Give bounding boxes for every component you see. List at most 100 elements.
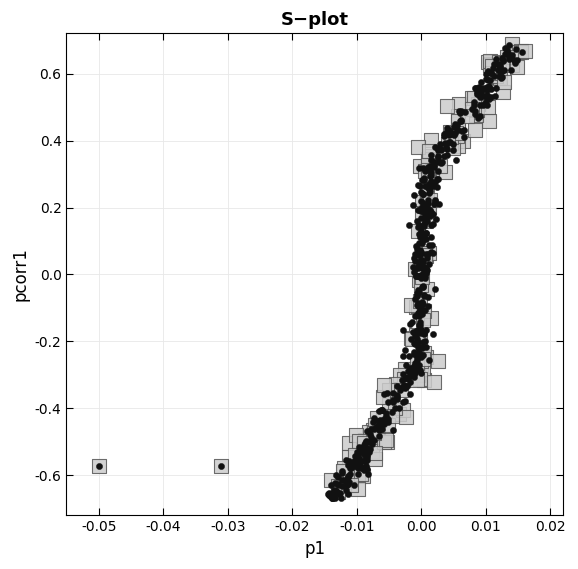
Point: [416, 356, 425, 365]
Point: [365, 444, 374, 453]
Point: [433, 146, 442, 155]
Point: [325, 489, 334, 498]
Point: [343, 460, 353, 469]
Point: [504, 52, 513, 61]
Point: [439, 152, 448, 161]
Point: [413, 370, 422, 379]
Point: [342, 478, 351, 487]
Point: [473, 89, 483, 98]
Point: [494, 72, 503, 81]
Point: [444, 125, 454, 134]
Point: [417, 280, 426, 289]
Point: [418, 281, 427, 290]
Point: [369, 429, 378, 438]
Point: [425, 183, 435, 192]
Point: [494, 60, 503, 69]
Point: [366, 432, 375, 441]
Point: [335, 489, 344, 498]
Point: [429, 163, 439, 172]
Point: [401, 346, 410, 355]
Point: [430, 143, 439, 152]
Point: [425, 163, 435, 172]
Point: [479, 83, 488, 92]
Point: [434, 158, 443, 167]
Point: [445, 127, 454, 136]
Point: [417, 273, 427, 282]
Point: [418, 282, 427, 291]
Point: [398, 397, 407, 406]
Point: [480, 98, 490, 108]
Point: [424, 162, 433, 171]
Point: [498, 72, 507, 81]
Point: [486, 56, 495, 65]
Point: [480, 84, 489, 93]
Point: [362, 437, 371, 446]
Point: [405, 370, 414, 380]
Point: [424, 166, 433, 175]
Point: [414, 226, 423, 236]
Point: [414, 285, 423, 294]
Point: [420, 273, 429, 282]
Point: [423, 284, 432, 294]
Point: [488, 69, 497, 78]
Point: [413, 328, 422, 337]
Point: [482, 101, 491, 110]
Point: [382, 409, 391, 418]
Point: [423, 199, 432, 208]
Point: [371, 429, 380, 438]
Point: [489, 63, 498, 72]
Point: [476, 112, 485, 121]
Point: [360, 439, 369, 448]
Point: [408, 262, 417, 271]
Point: [461, 108, 470, 117]
Point: [327, 493, 336, 502]
Point: [429, 199, 439, 208]
Point: [418, 203, 427, 212]
Point: [342, 480, 351, 489]
Point: [335, 488, 344, 497]
Point: [418, 364, 427, 373]
Point: [372, 424, 381, 434]
Point: [418, 350, 428, 359]
Point: [421, 212, 431, 221]
Point: [417, 197, 427, 207]
Point: [480, 92, 489, 101]
Point: [413, 342, 423, 351]
Point: [418, 164, 428, 173]
Point: [361, 453, 370, 462]
Point: [424, 160, 433, 170]
Point: [362, 465, 372, 474]
Point: [498, 59, 507, 68]
Point: [392, 393, 401, 402]
Point: [426, 232, 435, 241]
Point: [416, 245, 425, 254]
Point: [418, 270, 427, 279]
Point: [521, 47, 530, 56]
Point: [369, 435, 379, 444]
Point: [420, 306, 429, 315]
Point: [413, 376, 422, 385]
Point: [359, 447, 368, 456]
Point: [362, 451, 372, 460]
Point: [334, 481, 343, 490]
Point: [427, 155, 436, 164]
Point: [349, 481, 358, 490]
Point: [495, 65, 505, 75]
Point: [507, 52, 516, 61]
Point: [416, 296, 425, 305]
Point: [383, 420, 392, 429]
Point: [415, 365, 424, 374]
Point: [491, 84, 500, 93]
Point: [357, 456, 366, 465]
Point: [332, 486, 341, 495]
Point: [429, 378, 439, 387]
Point: [424, 248, 434, 257]
Point: [348, 467, 357, 476]
Point: [417, 282, 426, 291]
Point: [490, 59, 499, 68]
Point: [417, 309, 427, 318]
Point: [344, 478, 354, 487]
Point: [354, 458, 364, 467]
Point: [454, 141, 463, 150]
Point: [419, 219, 428, 228]
